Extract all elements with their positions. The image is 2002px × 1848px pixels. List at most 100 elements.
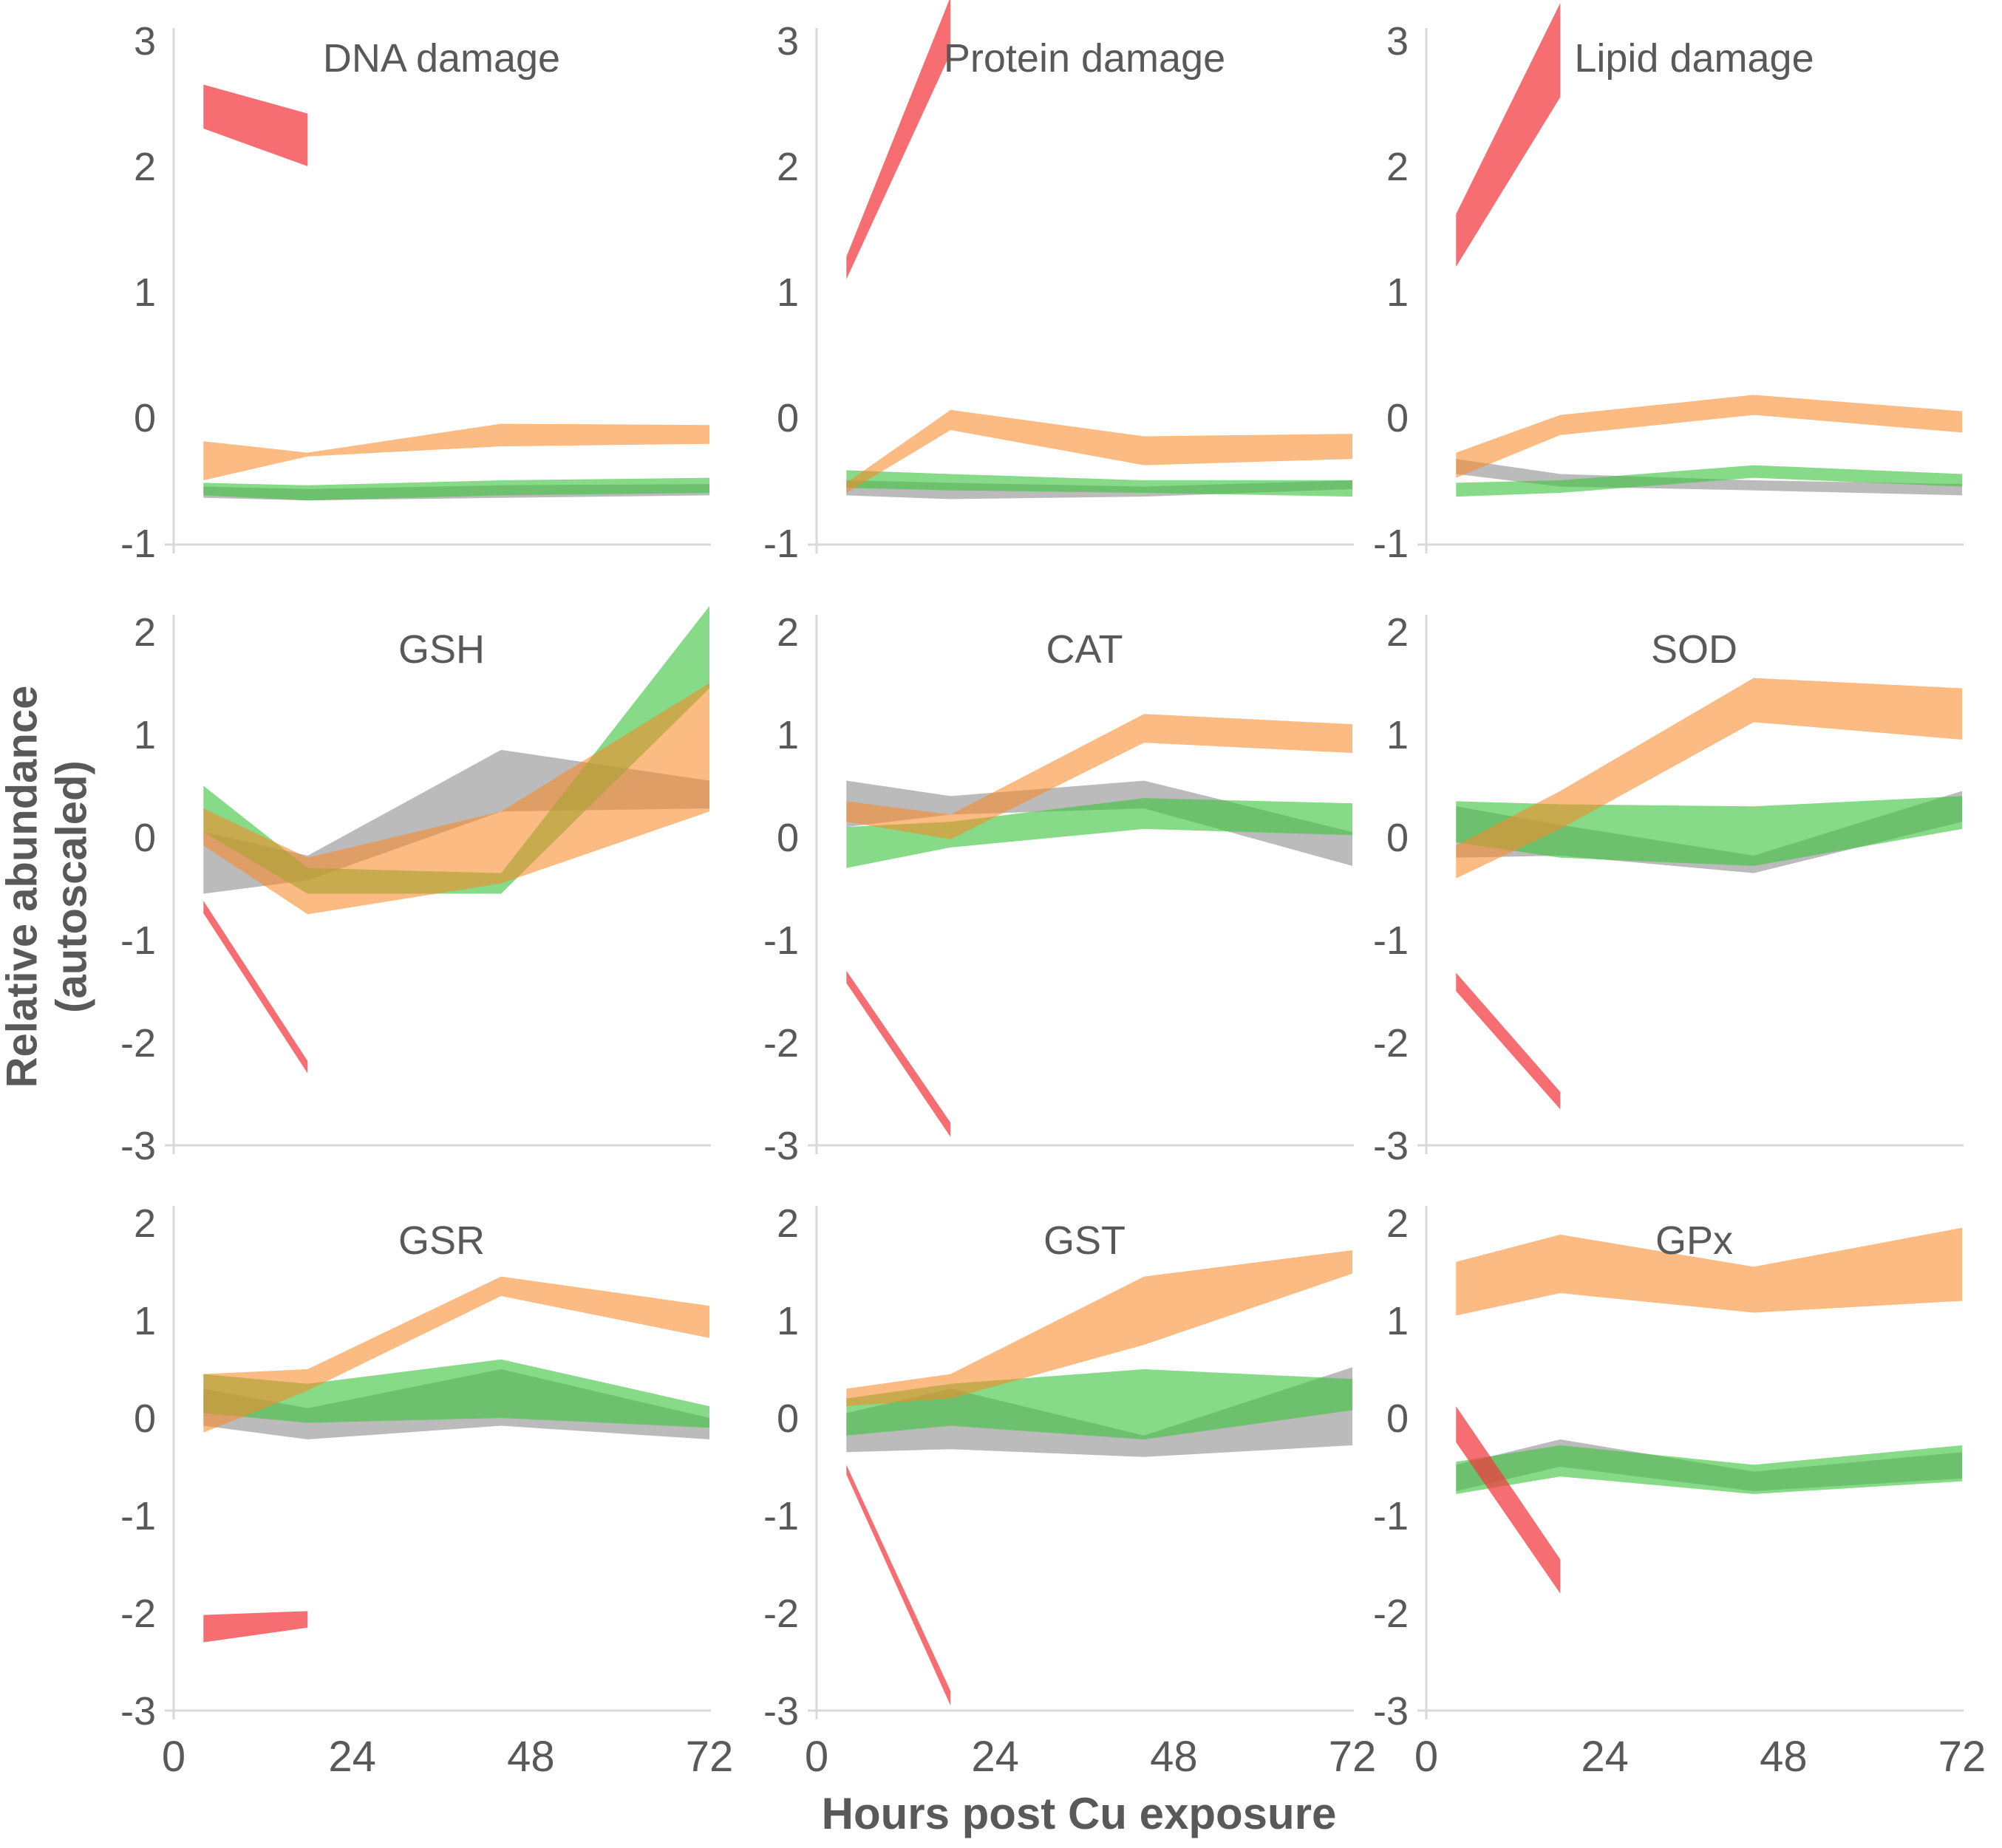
y-tick-label: 0 <box>134 396 156 440</box>
panel-title: Lipid damage <box>1574 36 1814 81</box>
ribbon-orange-series <box>1456 395 1962 478</box>
x-tick-label: 48 <box>507 1733 555 1781</box>
ribbon-red-series <box>1456 1406 1561 1594</box>
y-axis-label-line1: Relative abundance <box>0 685 47 1088</box>
y-tick-label: 2 <box>777 145 799 189</box>
x-tick-label: 48 <box>1150 1733 1198 1781</box>
ribbon-red-series <box>846 970 951 1137</box>
ribbon-green-series <box>203 477 709 501</box>
y-tick-label: -1 <box>120 918 156 963</box>
y-tick-label: -3 <box>763 1124 799 1168</box>
ribbon-green-series <box>846 798 1352 868</box>
ribbon-red-series <box>1456 3 1561 267</box>
y-tick-label: 2 <box>777 610 799 655</box>
y-tick-label: 3 <box>134 19 156 64</box>
y-tick-label: 2 <box>1386 145 1409 189</box>
y-tick-label: 1 <box>777 270 799 315</box>
x-tick-label: 24 <box>328 1733 376 1781</box>
panel-title: GSR <box>398 1218 485 1263</box>
y-tick-label: -1 <box>1373 522 1409 566</box>
y-tick-label: 0 <box>777 396 799 440</box>
panel-title: GPx <box>1655 1218 1733 1263</box>
y-tick-label: -3 <box>1373 1124 1409 1168</box>
ribbon-orange-series <box>203 1276 709 1433</box>
y-tick-label: 1 <box>1386 713 1409 757</box>
y-axis-label: Relative abundance (autoscaled) <box>0 686 97 1088</box>
y-tick-label: 1 <box>134 1299 156 1343</box>
panel-title: DNA damage <box>323 36 560 81</box>
y-tick-label: 1 <box>777 1299 799 1343</box>
y-tick-label: -3 <box>1373 1689 1409 1733</box>
y-tick-label: -1 <box>1373 918 1409 963</box>
y-tick-label: -2 <box>120 1021 156 1066</box>
x-tick-label: 72 <box>686 1733 734 1781</box>
ribbon-red-series <box>203 901 308 1074</box>
y-tick-label: 0 <box>134 816 156 860</box>
ribbon-red-series <box>203 84 308 166</box>
y-tick-label: -1 <box>763 522 799 566</box>
x-tick-label: 72 <box>1329 1733 1377 1781</box>
x-tick-label: 24 <box>1581 1733 1629 1781</box>
ribbon-orange-series <box>203 423 709 480</box>
x-tick-label: 0 <box>162 1733 185 1781</box>
y-tick-label: 0 <box>1386 396 1409 440</box>
panel-title: Protein damage <box>944 36 1225 81</box>
y-tick-label: 2 <box>134 145 156 189</box>
ribbon-orange-series <box>1456 678 1962 879</box>
y-axis-label-line2: (autoscaled) <box>47 760 95 1013</box>
y-tick-label: 0 <box>777 1397 799 1441</box>
y-tick-label: 0 <box>134 1397 156 1441</box>
y-tick-label: 2 <box>777 1201 799 1246</box>
y-tick-label: 1 <box>134 713 156 757</box>
x-tick-label: 48 <box>1760 1733 1808 1781</box>
y-tick-label: 0 <box>1386 816 1409 860</box>
y-tick-label: 2 <box>1386 610 1409 655</box>
y-tick-label: 2 <box>134 1201 156 1246</box>
ribbon-green-series <box>1456 465 1962 497</box>
y-tick-label: -1 <box>120 522 156 566</box>
panel-title: SOD <box>1651 627 1737 672</box>
ribbon-orange-series <box>203 683 709 915</box>
y-tick-label: -2 <box>763 1592 799 1636</box>
y-tick-label: 1 <box>1386 1299 1409 1343</box>
y-tick-label: 1 <box>1386 270 1409 315</box>
y-tick-label: 2 <box>1386 1201 1409 1246</box>
ribbon-red-series <box>203 1611 308 1643</box>
y-tick-label: 1 <box>777 713 799 757</box>
y-tick-label: -3 <box>763 1689 799 1733</box>
y-tick-label: -3 <box>120 1124 156 1168</box>
ribbon-red-series <box>1456 972 1561 1110</box>
y-tick-label: -2 <box>1373 1592 1409 1636</box>
y-tick-label: 0 <box>1386 1397 1409 1441</box>
ribbon-orange-series <box>846 409 1352 493</box>
ribbon-green-series <box>203 1359 709 1428</box>
y-tick-label: -2 <box>1373 1021 1409 1066</box>
y-tick-label: 1 <box>134 270 156 315</box>
y-tick-label: -1 <box>763 1494 799 1538</box>
ribbon-red-series <box>846 0 951 279</box>
y-tick-label: 3 <box>1386 19 1409 64</box>
y-tick-label: -2 <box>763 1021 799 1066</box>
y-tick-label: -1 <box>763 918 799 963</box>
x-tick-label: 72 <box>1938 1733 1986 1781</box>
x-axis-label: Hours post Cu exposure <box>821 1789 1337 1838</box>
y-tick-label: 3 <box>777 19 799 64</box>
ribbon-red-series <box>846 1465 951 1706</box>
y-tick-label: -1 <box>120 1494 156 1538</box>
y-tick-label: -3 <box>120 1689 156 1733</box>
panel-title: GST <box>1043 1218 1126 1263</box>
panel-title: GSH <box>398 627 485 672</box>
y-tick-label: 0 <box>777 816 799 860</box>
ribbon-green-series <box>846 470 1352 497</box>
y-tick-label: -2 <box>120 1592 156 1636</box>
ribbon-green-series <box>1456 1445 1962 1494</box>
ribbon-gray-series <box>846 1367 1352 1457</box>
y-tick-label: 2 <box>134 610 156 655</box>
ribbon-orange-series <box>846 1249 1352 1407</box>
y-tick-label: -1 <box>1373 1494 1409 1538</box>
ribbon-orange-series <box>846 714 1352 839</box>
x-tick-label: 0 <box>1414 1733 1438 1781</box>
ribbon-orange-series <box>1456 1227 1962 1316</box>
